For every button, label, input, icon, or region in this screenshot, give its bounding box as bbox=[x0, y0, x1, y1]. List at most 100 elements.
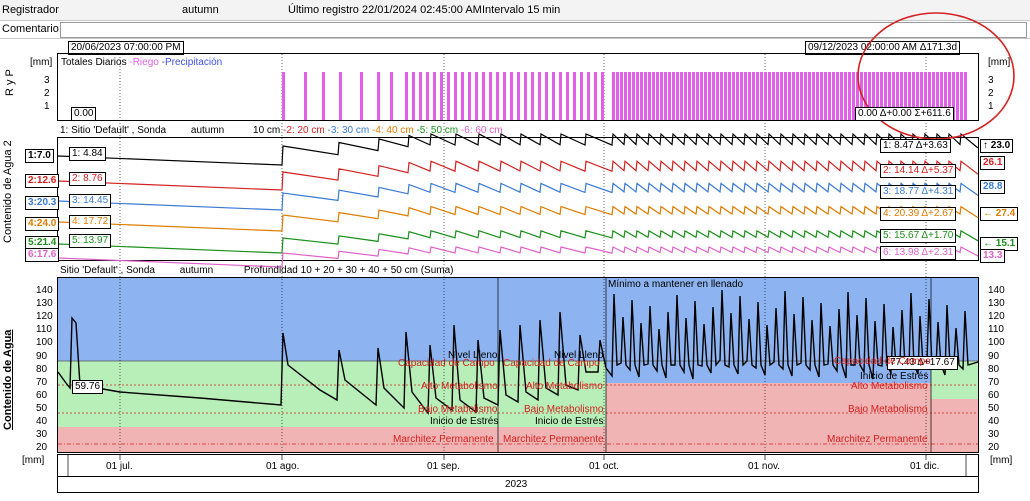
rain-bar bbox=[447, 72, 450, 120]
rain-bar bbox=[840, 72, 843, 120]
rain-bar bbox=[760, 72, 763, 120]
water2-right-value: ↑ 23.0 bbox=[980, 139, 1014, 153]
rain-title-text: Totales Diarios bbox=[61, 57, 127, 68]
rain-bar bbox=[559, 72, 562, 120]
rain-bar bbox=[884, 72, 887, 120]
water2-legend-site: 1: Sitio 'Default' , Sonda bbox=[60, 125, 167, 136]
rain-bar bbox=[419, 72, 422, 120]
rain-tick-1: 1 bbox=[44, 101, 50, 112]
water2-end-value: 1: 8.47 Δ+3.63 bbox=[880, 139, 951, 153]
legend-riego[interactable]: -Riego bbox=[129, 57, 159, 68]
rain-bar bbox=[836, 72, 839, 120]
rain-bar bbox=[461, 72, 464, 120]
xtick-oct: 01 oct. bbox=[589, 461, 620, 472]
water2-legend-sonda: autumn bbox=[190, 125, 225, 136]
rain-bar bbox=[728, 72, 731, 120]
water2-end-value: 2: 14.14 Δ+5.37 bbox=[880, 164, 957, 178]
water-tick-left: 100 bbox=[36, 337, 53, 349]
legend-depth-6[interactable]: -6: 60 cm bbox=[460, 125, 503, 136]
rain-bar bbox=[740, 72, 743, 120]
water-tick-left: 30 bbox=[36, 429, 48, 441]
water-tick-left: 130 bbox=[36, 298, 53, 310]
water-tick-right: 70 bbox=[988, 376, 1000, 388]
rain-title: Totales Diarios -Riego -Precipitación bbox=[61, 57, 222, 68]
rain-bar bbox=[545, 72, 548, 120]
water2-end-value: 4: 20.39 Δ+2.67 bbox=[880, 207, 957, 221]
rain-bar bbox=[872, 72, 875, 120]
rain-bar bbox=[868, 72, 871, 120]
rain-bar bbox=[796, 72, 799, 120]
water-tick-left: 120 bbox=[36, 311, 53, 323]
rain-bar bbox=[440, 72, 443, 120]
rain-bar bbox=[844, 72, 847, 120]
water-tick-right: 60 bbox=[988, 389, 1000, 401]
rain-bar bbox=[676, 72, 679, 120]
water-legend: Sitio 'Default' , Sonda autumn Profundid… bbox=[60, 265, 454, 276]
rain-bar bbox=[587, 72, 590, 120]
rain-bar bbox=[524, 72, 527, 120]
rain-bar bbox=[752, 72, 755, 120]
rain-bar bbox=[892, 72, 895, 120]
rain-bar bbox=[390, 72, 393, 120]
rain-bar bbox=[684, 72, 687, 120]
rain-bar bbox=[531, 72, 534, 120]
label-estres-1: Inicio de Estrés bbox=[430, 416, 499, 427]
rain-bar bbox=[780, 72, 783, 120]
water-tick-left: 50 bbox=[36, 402, 48, 414]
rain-bar bbox=[800, 72, 803, 120]
rain-bar bbox=[784, 72, 787, 120]
water2-series-line bbox=[57, 132, 979, 166]
rain-bar bbox=[503, 72, 506, 120]
rain-bar bbox=[788, 72, 791, 120]
water2-right-value: 13.3 bbox=[980, 249, 1006, 263]
water-tick-left: 110 bbox=[36, 324, 52, 336]
water-frame bbox=[57, 277, 979, 453]
rain-bar bbox=[828, 72, 831, 120]
rain-tick-3-r: 3 bbox=[988, 75, 994, 86]
xtick-jul: 01 jul. bbox=[106, 461, 133, 472]
water-tick-left: 70 bbox=[36, 376, 48, 388]
registrador-value[interactable]: autumn bbox=[182, 4, 219, 16]
rain-bar bbox=[468, 72, 471, 120]
water-tick-right: 30 bbox=[988, 429, 1000, 441]
legend-depth-5[interactable]: -5: 50 cm bbox=[416, 125, 459, 136]
legend-depth-4[interactable]: -4: 40 cm bbox=[371, 125, 414, 136]
legend-depth-2[interactable]: -2: 20 cm bbox=[283, 125, 325, 136]
rain-bar bbox=[712, 72, 715, 120]
rain-bar bbox=[482, 72, 485, 120]
legend-depth-1[interactable]: 10 cm bbox=[253, 125, 281, 136]
rain-bar bbox=[704, 72, 707, 120]
rain-bar bbox=[377, 72, 380, 120]
rain-bar bbox=[736, 72, 739, 120]
xtick-sep: 01 sep. bbox=[427, 461, 460, 472]
rain-bar bbox=[716, 72, 719, 120]
rain-bar bbox=[768, 72, 771, 120]
rain-bar bbox=[820, 72, 823, 120]
label-alto-2: Alto Metabolismo bbox=[526, 381, 603, 392]
rain-bar bbox=[304, 72, 307, 120]
label-estres-2: Inicio de Estrés bbox=[535, 416, 604, 427]
rain-bar bbox=[908, 72, 911, 120]
water-tick-right: 80 bbox=[988, 363, 1000, 375]
rain-bar bbox=[896, 72, 899, 120]
label-bajo-3: Bajo Metabolismo bbox=[848, 404, 928, 415]
comment-label: Comentario: bbox=[2, 23, 62, 35]
rain-bar bbox=[640, 72, 643, 120]
rain-bar bbox=[876, 72, 879, 120]
xtick-ago: 01 ago. bbox=[266, 461, 300, 472]
water2-start-value: 2: 8.76 bbox=[69, 172, 106, 186]
legend-precip[interactable]: -Precipitación bbox=[161, 57, 223, 68]
rain-bar bbox=[880, 72, 883, 120]
rain-bar bbox=[632, 72, 635, 120]
rain-bar bbox=[724, 72, 727, 120]
zone-step-green bbox=[931, 383, 978, 399]
rain-bar bbox=[620, 72, 623, 120]
rain-bar bbox=[824, 72, 827, 120]
water-tick-left: 80 bbox=[36, 363, 48, 375]
legend-depth-3[interactable]: -3: 30 cm bbox=[327, 125, 370, 136]
comment-field[interactable] bbox=[60, 22, 1027, 38]
label-marchitez-2: Marchitez Permanente bbox=[503, 434, 604, 445]
rain-bar bbox=[940, 72, 943, 120]
rain-bar bbox=[912, 72, 915, 120]
